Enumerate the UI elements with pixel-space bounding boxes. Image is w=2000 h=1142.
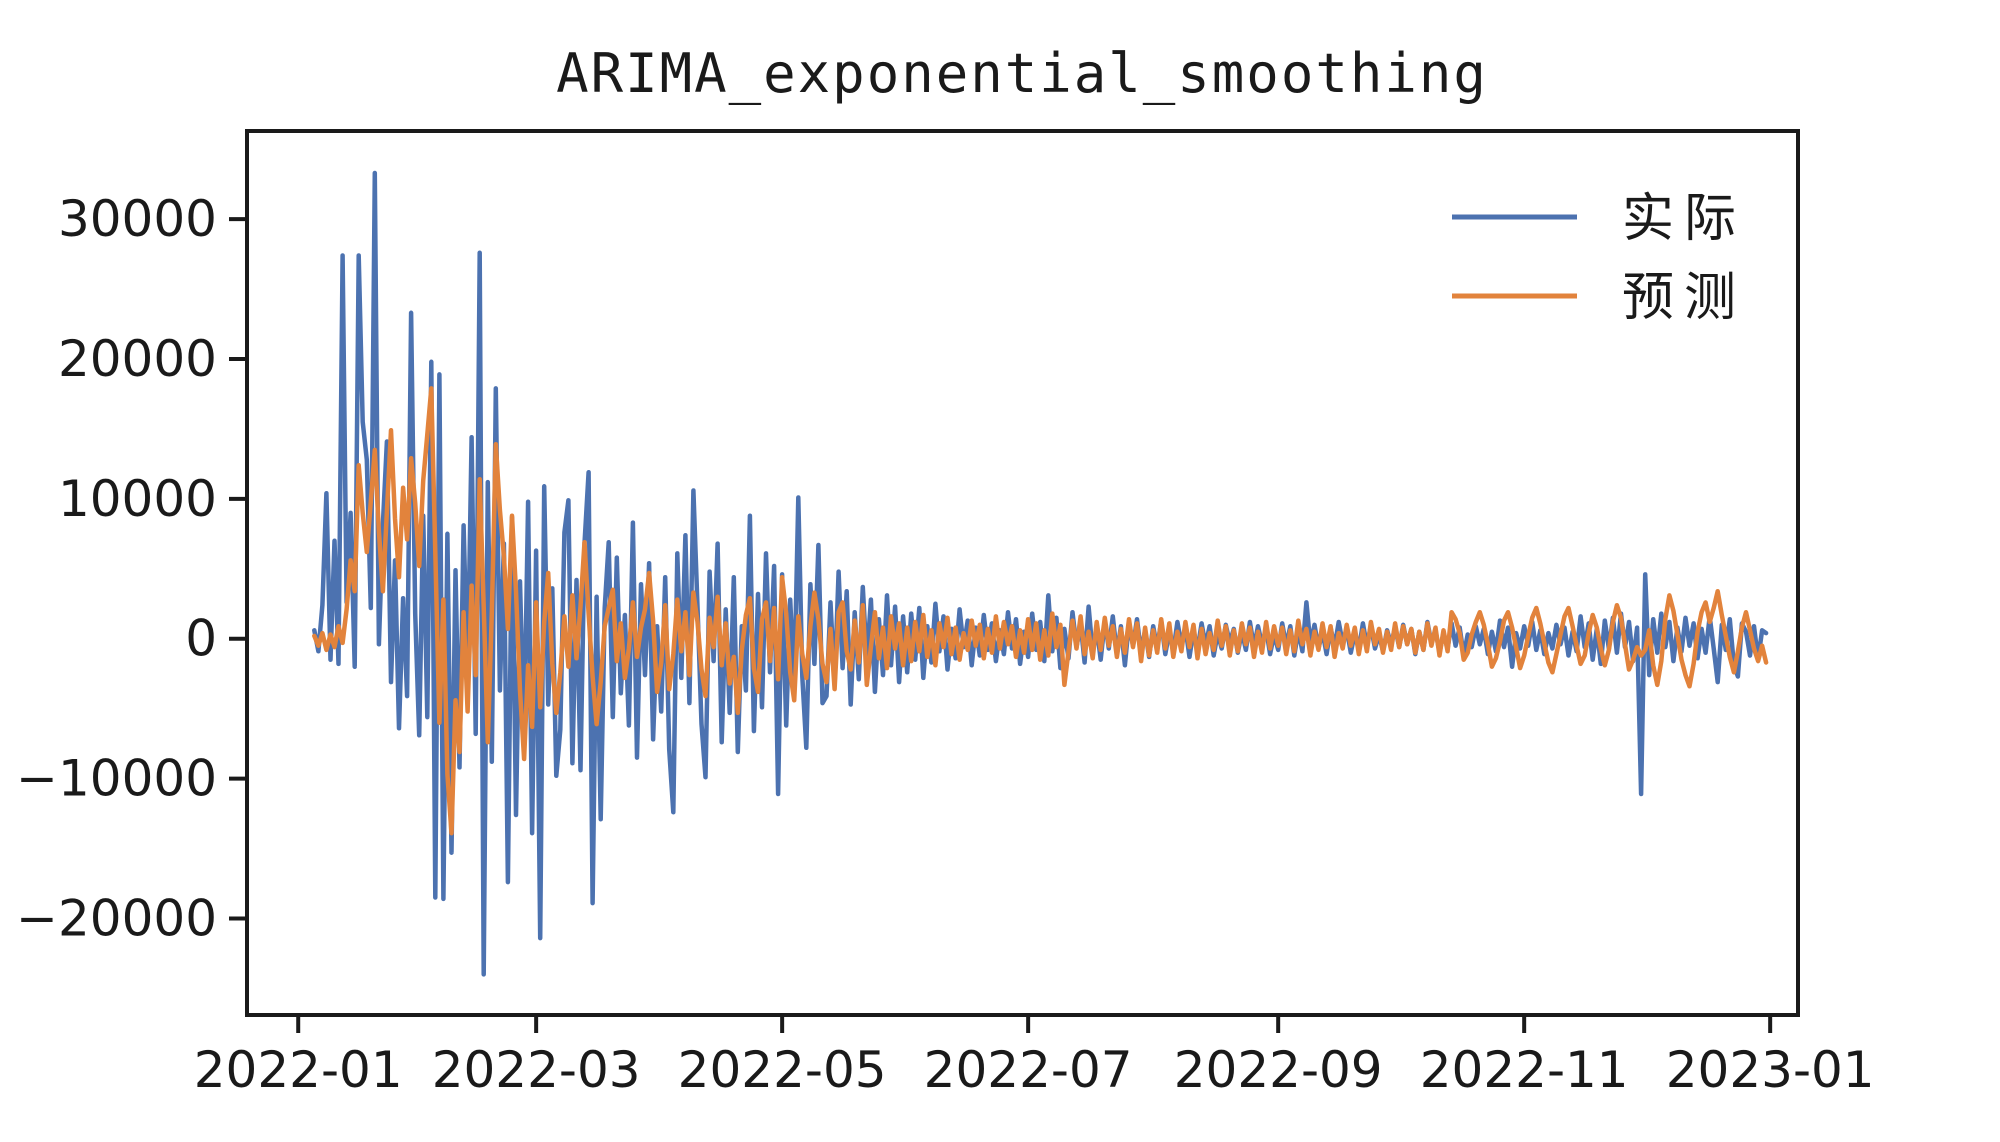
legend-label-actual: 实际 (1622, 189, 1746, 249)
legend: 实际 预测 (1452, 189, 1746, 328)
y-tick-label: −20000 (16, 889, 217, 947)
x-tick-label: 2023-01 (1666, 1041, 1875, 1099)
x-tick-label: 2022-03 (432, 1041, 641, 1099)
x-tick-label: 2022-07 (924, 1041, 1133, 1099)
y-tick-label: 0 (185, 610, 217, 668)
x-axis: 2022-01 2022-03 2022-05 2022-07 2022-09 2022-… (194, 1015, 1875, 1099)
y-tick-label: 30000 (58, 190, 217, 248)
forecast-series-line (312, 386, 1769, 836)
x-tick-label: 2022-11 (1420, 1041, 1629, 1099)
y-tick-label: 20000 (58, 330, 217, 388)
x-tick-label: 2022-05 (678, 1041, 887, 1099)
x-tick-label: 2022-09 (1174, 1041, 1383, 1099)
legend-label-forecast: 预测 (1622, 268, 1746, 328)
y-tick-label: −10000 (16, 750, 217, 808)
plot-frame (245, 129, 1800, 1017)
y-tick-label: 10000 (58, 470, 217, 528)
actual-series-line (312, 170, 1769, 977)
x-tick-label: 2022-01 (194, 1041, 403, 1099)
y-axis: 30000 20000 10000 0 −10000 −20000 (16, 190, 247, 947)
chart-title: ARIMA_exponential_smoothing (556, 42, 1488, 105)
plot-area (312, 170, 1769, 977)
